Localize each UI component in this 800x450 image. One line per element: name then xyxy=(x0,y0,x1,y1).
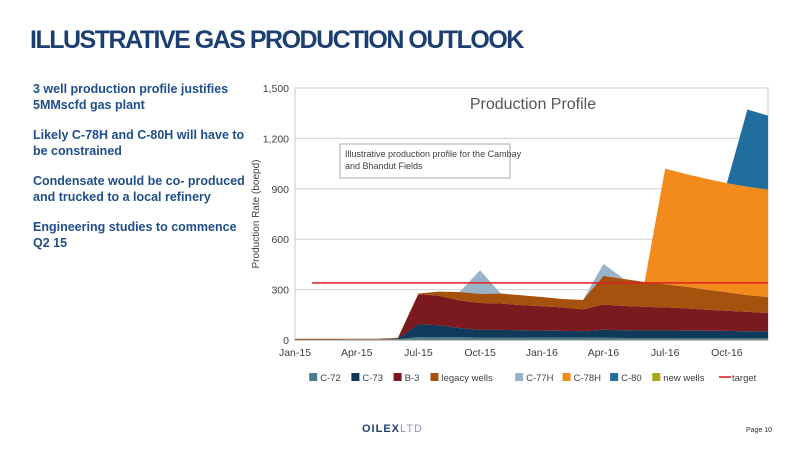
legend-label: C-78H xyxy=(574,373,602,384)
x-tick-label: Jul-16 xyxy=(651,347,680,359)
legend-swatch-c-78h xyxy=(562,373,571,381)
legend-label: target xyxy=(732,373,757,384)
company-logo: OILEXLTD xyxy=(362,423,423,435)
area-series-b-3 xyxy=(295,294,768,340)
legend-label: B-3 xyxy=(405,373,420,384)
legend-label: C-72 xyxy=(320,373,341,384)
y-tick-label: 900 xyxy=(271,184,289,196)
x-tick-label: Jul-15 xyxy=(404,347,433,359)
production-chart: 0 300 600 900 1,200 1,500 Jan-15 Apr-15 Jul-15 Oc… xyxy=(251,83,769,384)
x-tick-label: Jan-16 xyxy=(526,347,558,359)
legend-label: C-73 xyxy=(362,373,383,384)
chart-title: Production Profile xyxy=(470,96,596,113)
y-tick-label: 1,200 xyxy=(263,133,289,145)
bullet-list: 3 well production profile justifies 5MMs… xyxy=(33,81,248,265)
y-tick-label: 600 xyxy=(271,234,289,246)
area-series-legacy-wells xyxy=(295,275,768,340)
slide-title: ILLUSTRATIVE GAS PRODUCTION OUTLOOK xyxy=(30,26,524,54)
legend-swatch-c-80 xyxy=(610,373,619,381)
legend-swatch-legacy-wells xyxy=(430,373,439,381)
legend-swatch-c-73 xyxy=(351,373,360,381)
logo-main-text: OILEX xyxy=(362,423,401,435)
legend-swatch-b-3 xyxy=(393,373,402,381)
legend-label: C-80 xyxy=(621,373,642,384)
y-tick-label: 0 xyxy=(283,335,289,347)
area-series-c-73 xyxy=(295,324,768,340)
x-tick-label: Jan-15 xyxy=(279,347,311,359)
bullet-item: Condensate would be co- produced and tru… xyxy=(33,174,245,204)
bullet-item: Likely C-78H and C-80H will have to be c… xyxy=(33,128,245,158)
y-tick-label: 300 xyxy=(271,285,289,297)
area-series-c-72 xyxy=(295,337,768,340)
x-tick-label: Oct-16 xyxy=(711,347,743,359)
legend-swatch-new-wells xyxy=(652,373,661,381)
page-number: Page 10 xyxy=(746,427,773,434)
legend-swatch-c-72 xyxy=(309,373,318,381)
annotation-box xyxy=(339,143,511,179)
y-tick-label: 1,500 xyxy=(263,83,289,95)
x-tick-label: Apr-15 xyxy=(341,347,373,359)
legend-label: new wells xyxy=(663,373,704,384)
legend-label: legacy wells xyxy=(442,373,493,384)
x-tick-label: Apr-16 xyxy=(588,347,620,359)
bullet-item: 3 well production profile justifies 5MMs… xyxy=(33,82,229,112)
x-tick-label: Oct-15 xyxy=(464,347,496,359)
legend-swatch-c-77h xyxy=(515,373,524,381)
y-axis-label: Production Rate (boepd) xyxy=(251,160,262,269)
bullet-item: Engineering studies to commence Q2 15 xyxy=(33,220,237,250)
area-series-c-78h xyxy=(295,168,768,339)
annotation-text: Illustrative production profile for the … xyxy=(345,149,522,159)
annotation-text: and Bhandut Fields xyxy=(345,161,423,171)
legend-label: C-77H xyxy=(526,373,554,384)
logo-suffix-text: LTD xyxy=(400,423,423,435)
